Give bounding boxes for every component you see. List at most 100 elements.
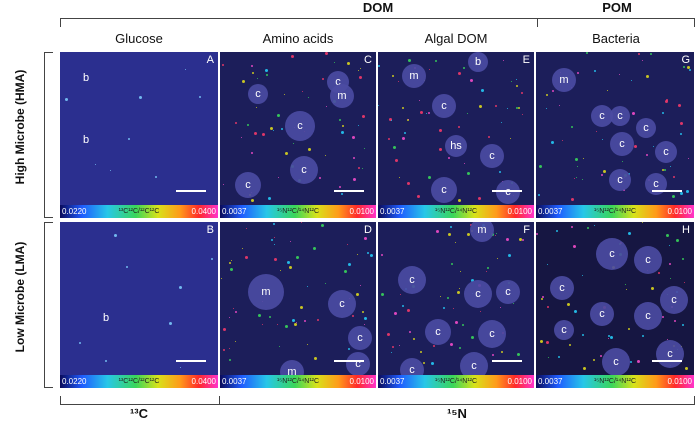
isotope-hotspot [567,303,570,306]
isotope-hotspot [516,107,518,109]
isotope-hotspot [536,233,538,235]
isotope-hotspot [378,105,379,106]
isotope-hotspot [300,306,303,309]
isotope-hotspot [180,367,181,368]
isotope-hotspot [387,333,390,336]
cell-body [464,280,492,308]
isotope-hotspot [574,310,577,313]
isotope-hotspot [420,111,423,114]
isotope-hotspot [552,90,554,92]
isotope-hotspot [342,125,344,127]
annotation-label-b: b [82,134,90,146]
isotope-hotspot [569,344,571,346]
isotope-hotspot [79,342,81,344]
isotope-hotspot [364,148,365,149]
isotope-hotspot [169,322,172,325]
isotope-hotspot [594,70,596,72]
isotope-hotspot [314,357,317,360]
isotope-hotspot [488,136,490,138]
isotope-hotspot [436,230,439,233]
isotope-hotspot [360,68,361,69]
cell-body [645,173,667,195]
annotation-label-c: c [671,294,677,306]
scale-bar [334,190,364,192]
isotope-hotspot [450,226,452,228]
isotope-hotspot [402,107,404,109]
isotope-hotspot [625,284,626,285]
isotope-hotspot [429,69,430,70]
isotope-hotspot [685,367,688,370]
color-scale-gradient [60,375,218,388]
color-scale-gradient [60,205,218,218]
scale-max-label: 0.0100 [349,207,374,216]
isotope-hotspot [393,146,396,149]
isotope-hotspot [642,335,644,337]
isotope-hotspot [443,307,445,309]
isotope-hotspot [433,345,435,347]
isotope-hotspot [684,282,685,283]
isotope-hotspot [358,167,360,169]
isotope-hotspot [364,324,365,325]
cell-body [552,68,576,92]
isotope-hotspot [139,96,142,99]
left-bracket-hma [44,52,53,218]
cell-body [610,132,634,156]
isotope-hotspot [391,120,392,121]
annotation-label-c: c [559,282,565,294]
isotope-hotspot [519,238,522,241]
isotope-hotspot [608,335,610,337]
cell-body [590,302,614,326]
panel-a: b b A 0.0220 ¹³C¹²C/¹²C¹²C 0.0400 [60,52,218,218]
isotope-hotspot [105,360,107,362]
isotope-hotspot [586,52,588,54]
isotope-hotspot [359,76,362,79]
scale-ratio-label: ¹⁵N¹²C/¹⁴N¹²C [593,208,637,215]
isotope-hotspot [285,152,288,155]
isotope-hotspot [486,271,487,272]
isotope-hotspot [637,360,640,363]
isotope-hotspot [313,247,316,250]
isotope-hotspot [658,272,660,274]
isotope-hotspot [391,352,392,353]
isotope-hotspot [388,138,390,140]
panel-b: b B 0.0220 ¹³C¹²C/¹²C¹²C 0.0400 [60,222,218,388]
cell-body [470,222,494,242]
isotope-hotspot [126,266,128,268]
annotation-label-c: c [609,248,615,260]
isotope-hotspot [467,113,468,114]
isotope-hotspot [417,195,420,198]
isotope-hotspot [229,317,230,318]
isotope-hotspot [370,254,373,257]
isotope-hotspot [450,343,453,346]
isotope-hotspot [229,262,231,264]
isotope-hotspot [439,129,442,132]
isotope-hotspot [455,321,458,324]
isotope-hotspot [458,126,460,128]
isotope-hotspot [246,228,247,229]
isotope-hotspot [503,60,504,61]
isotope-hotspot [325,52,328,55]
isotope-hotspot [542,296,544,298]
isotope-hotspot [402,305,404,307]
cell-body [480,144,504,168]
annotation-label-c: c [355,358,361,370]
scale-ratio-label: ¹⁵N¹²C/¹⁴N¹²C [276,208,320,215]
row-label-hma: High Microbe (HMA) [13,67,27,187]
isotope-hotspot [317,319,319,321]
isotope-hotspot [522,114,523,115]
scale-bar [652,190,682,192]
cell-body [330,84,354,108]
isotope-hotspot [682,324,684,326]
isotope-hotspot [257,78,258,79]
cell-body [328,290,356,318]
isotope-hotspot [254,132,257,135]
scale-ratio-label: ¹⁵N¹²C/¹⁴N¹²C [434,378,478,385]
annotation-label-c: c [505,186,511,198]
annotation-label-c: c [489,328,495,340]
isotope-hotspot [322,78,324,80]
isotope-hotspot [463,67,465,69]
scale-min-label: 0.0037 [380,377,405,386]
isotope-hotspot [682,258,684,260]
isotope-hotspot [307,344,308,345]
isotope-hotspot [686,190,689,193]
